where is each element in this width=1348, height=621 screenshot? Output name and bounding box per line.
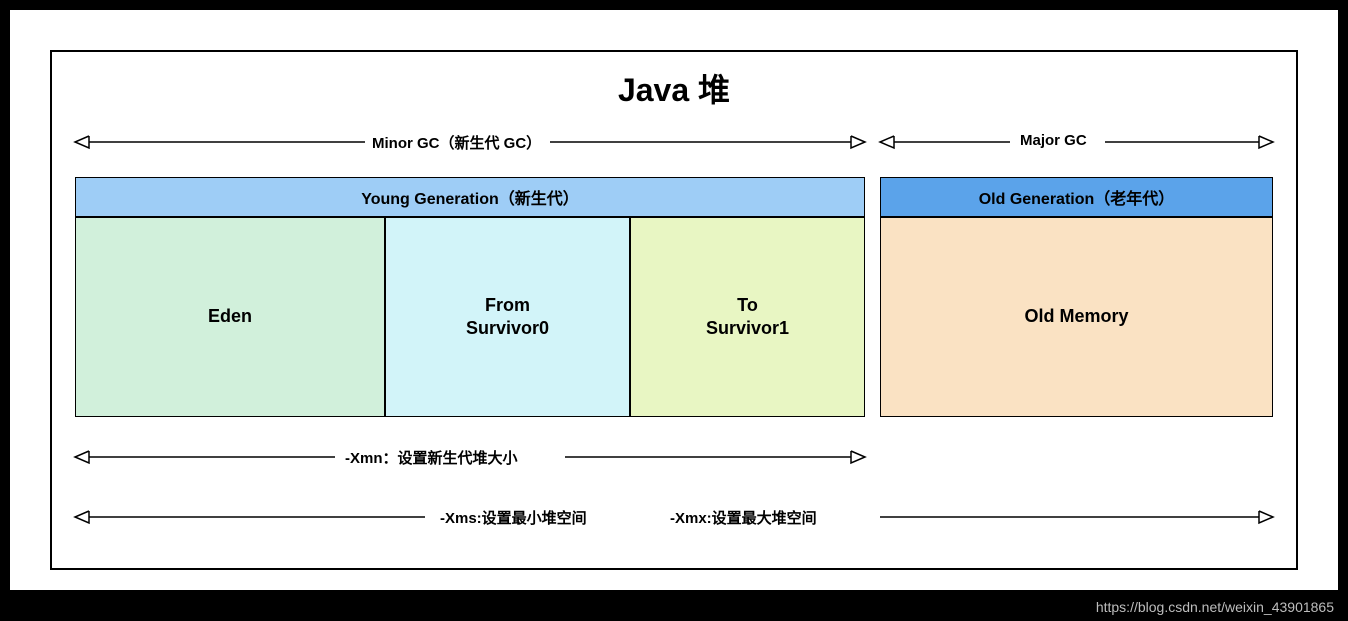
- eden-label: Eden: [208, 305, 252, 328]
- survivor0-box: From Survivor0: [385, 217, 630, 417]
- old-memory-box: Old Memory: [880, 217, 1273, 417]
- old-memory-label: Old Memory: [1024, 305, 1128, 328]
- xms-arrow-left: [75, 509, 425, 525]
- major-gc-label: Major GC: [1020, 132, 1087, 149]
- xmx-arrow-right: [880, 509, 1273, 525]
- young-gen-label: Young Generation（新生代）: [361, 185, 579, 209]
- survivor0-label: From Survivor0: [466, 294, 549, 341]
- diagram-title: Java 堆: [10, 65, 1338, 111]
- minor-gc-label: Minor GC（新生代 GC）: [372, 132, 541, 153]
- major-gc-arrow-right: [1105, 134, 1273, 150]
- watermark-text: https://blog.csdn.net/weixin_43901865: [1096, 599, 1334, 615]
- xmn-arrow-left: [75, 449, 335, 465]
- young-gen-header: Young Generation（新生代）: [75, 177, 865, 217]
- minor-gc-arrow-left: [75, 134, 365, 150]
- old-gen-header: Old Generation（老年代）: [880, 177, 1273, 217]
- eden-box: Eden: [75, 217, 385, 417]
- major-gc-arrow-left: [880, 134, 1010, 150]
- survivor1-label: To Survivor1: [706, 294, 789, 341]
- xmx-label: -Xmx:设置最大堆空间: [670, 507, 817, 528]
- old-gen-label: Old Generation（老年代）: [979, 185, 1175, 209]
- xms-label: -Xms:设置最小堆空间: [440, 507, 587, 528]
- xmn-label: -Xmn：设置新生代堆大小: [345, 447, 518, 468]
- xmn-arrow-right: [565, 449, 865, 465]
- survivor1-box: To Survivor1: [630, 217, 865, 417]
- diagram-canvas: Java 堆 Minor GC（新生代 GC） Major GC Young G…: [10, 10, 1338, 590]
- minor-gc-arrow-right: [550, 134, 865, 150]
